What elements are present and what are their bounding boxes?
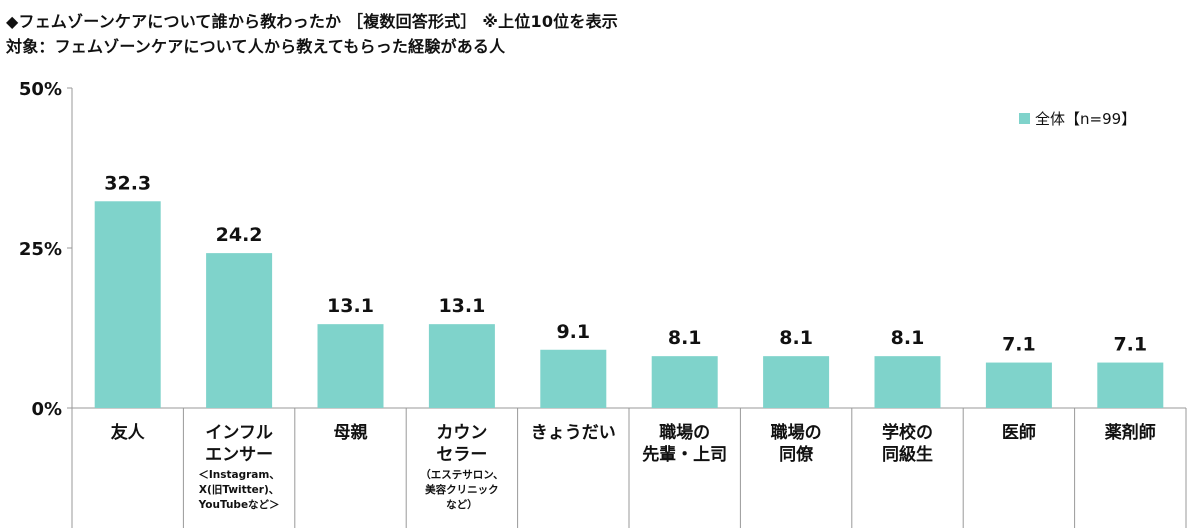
data-label: 13.1 xyxy=(438,295,485,317)
bar xyxy=(651,356,718,408)
x-tick-note: （エステサロン、 xyxy=(420,468,503,481)
data-label: 7.1 xyxy=(1113,334,1147,356)
x-tick-label: インフル xyxy=(205,423,273,443)
legend-label: 全体【n=99】 xyxy=(1035,110,1136,128)
data-label: 13.1 xyxy=(327,295,374,317)
bar xyxy=(428,324,495,408)
bar xyxy=(540,349,607,408)
data-label: 8.1 xyxy=(779,327,813,349)
x-tick-label: セラー xyxy=(436,445,487,465)
data-label: 24.2 xyxy=(216,224,263,246)
chart-title: ◆フェムゾーンケアについて誰から教わったか ［複数回答形式］ ※上位10位を表示 xyxy=(6,12,618,31)
x-tick-label: きょうだい xyxy=(531,423,616,443)
bar xyxy=(874,356,941,408)
x-tick-label: 同級生 xyxy=(882,444,933,465)
data-label: 32.3 xyxy=(104,172,151,194)
x-tick-label: 職場の xyxy=(771,422,822,443)
x-tick-label: 同僚 xyxy=(779,444,814,465)
x-tick-label: 医師 xyxy=(1002,422,1036,443)
x-tick-label: 友人 xyxy=(111,422,146,443)
data-label: 9.1 xyxy=(556,321,590,343)
x-tick-label: 薬剤師 xyxy=(1105,422,1156,443)
x-tick-note: 美容クリニック xyxy=(425,483,499,496)
x-tick-label: 母親 xyxy=(334,422,368,443)
chart-subtitle: 対象：フェムゾーンケアについて人から教えてもらった経験がある人 xyxy=(6,37,506,56)
x-tick-label: 職場の xyxy=(659,422,710,443)
bar xyxy=(94,201,161,408)
bar xyxy=(985,362,1052,408)
data-label: 7.1 xyxy=(1002,334,1036,356)
data-label: 8.1 xyxy=(668,327,702,349)
x-tick-label: カウン xyxy=(436,423,487,443)
x-tick-note: ＜Instagram、 xyxy=(198,469,279,481)
x-tick-note: など） xyxy=(446,498,478,511)
bar xyxy=(206,253,273,408)
legend-swatch xyxy=(1019,113,1030,124)
x-tick-label: エンサー xyxy=(205,445,273,465)
bar xyxy=(1097,362,1164,408)
y-tick-label: 50% xyxy=(19,79,62,100)
x-tick-note: X(旧Twitter)、 xyxy=(199,484,279,496)
y-tick-label: 25% xyxy=(19,239,62,260)
x-tick-label: 学校の xyxy=(882,422,933,443)
bar xyxy=(317,324,384,408)
x-tick-label: 先輩・上司 xyxy=(642,444,727,465)
data-label: 8.1 xyxy=(891,327,925,349)
x-tick-note: YouTubeなど＞ xyxy=(198,498,280,511)
bar xyxy=(763,356,830,408)
y-tick-label: 0% xyxy=(31,399,62,420)
